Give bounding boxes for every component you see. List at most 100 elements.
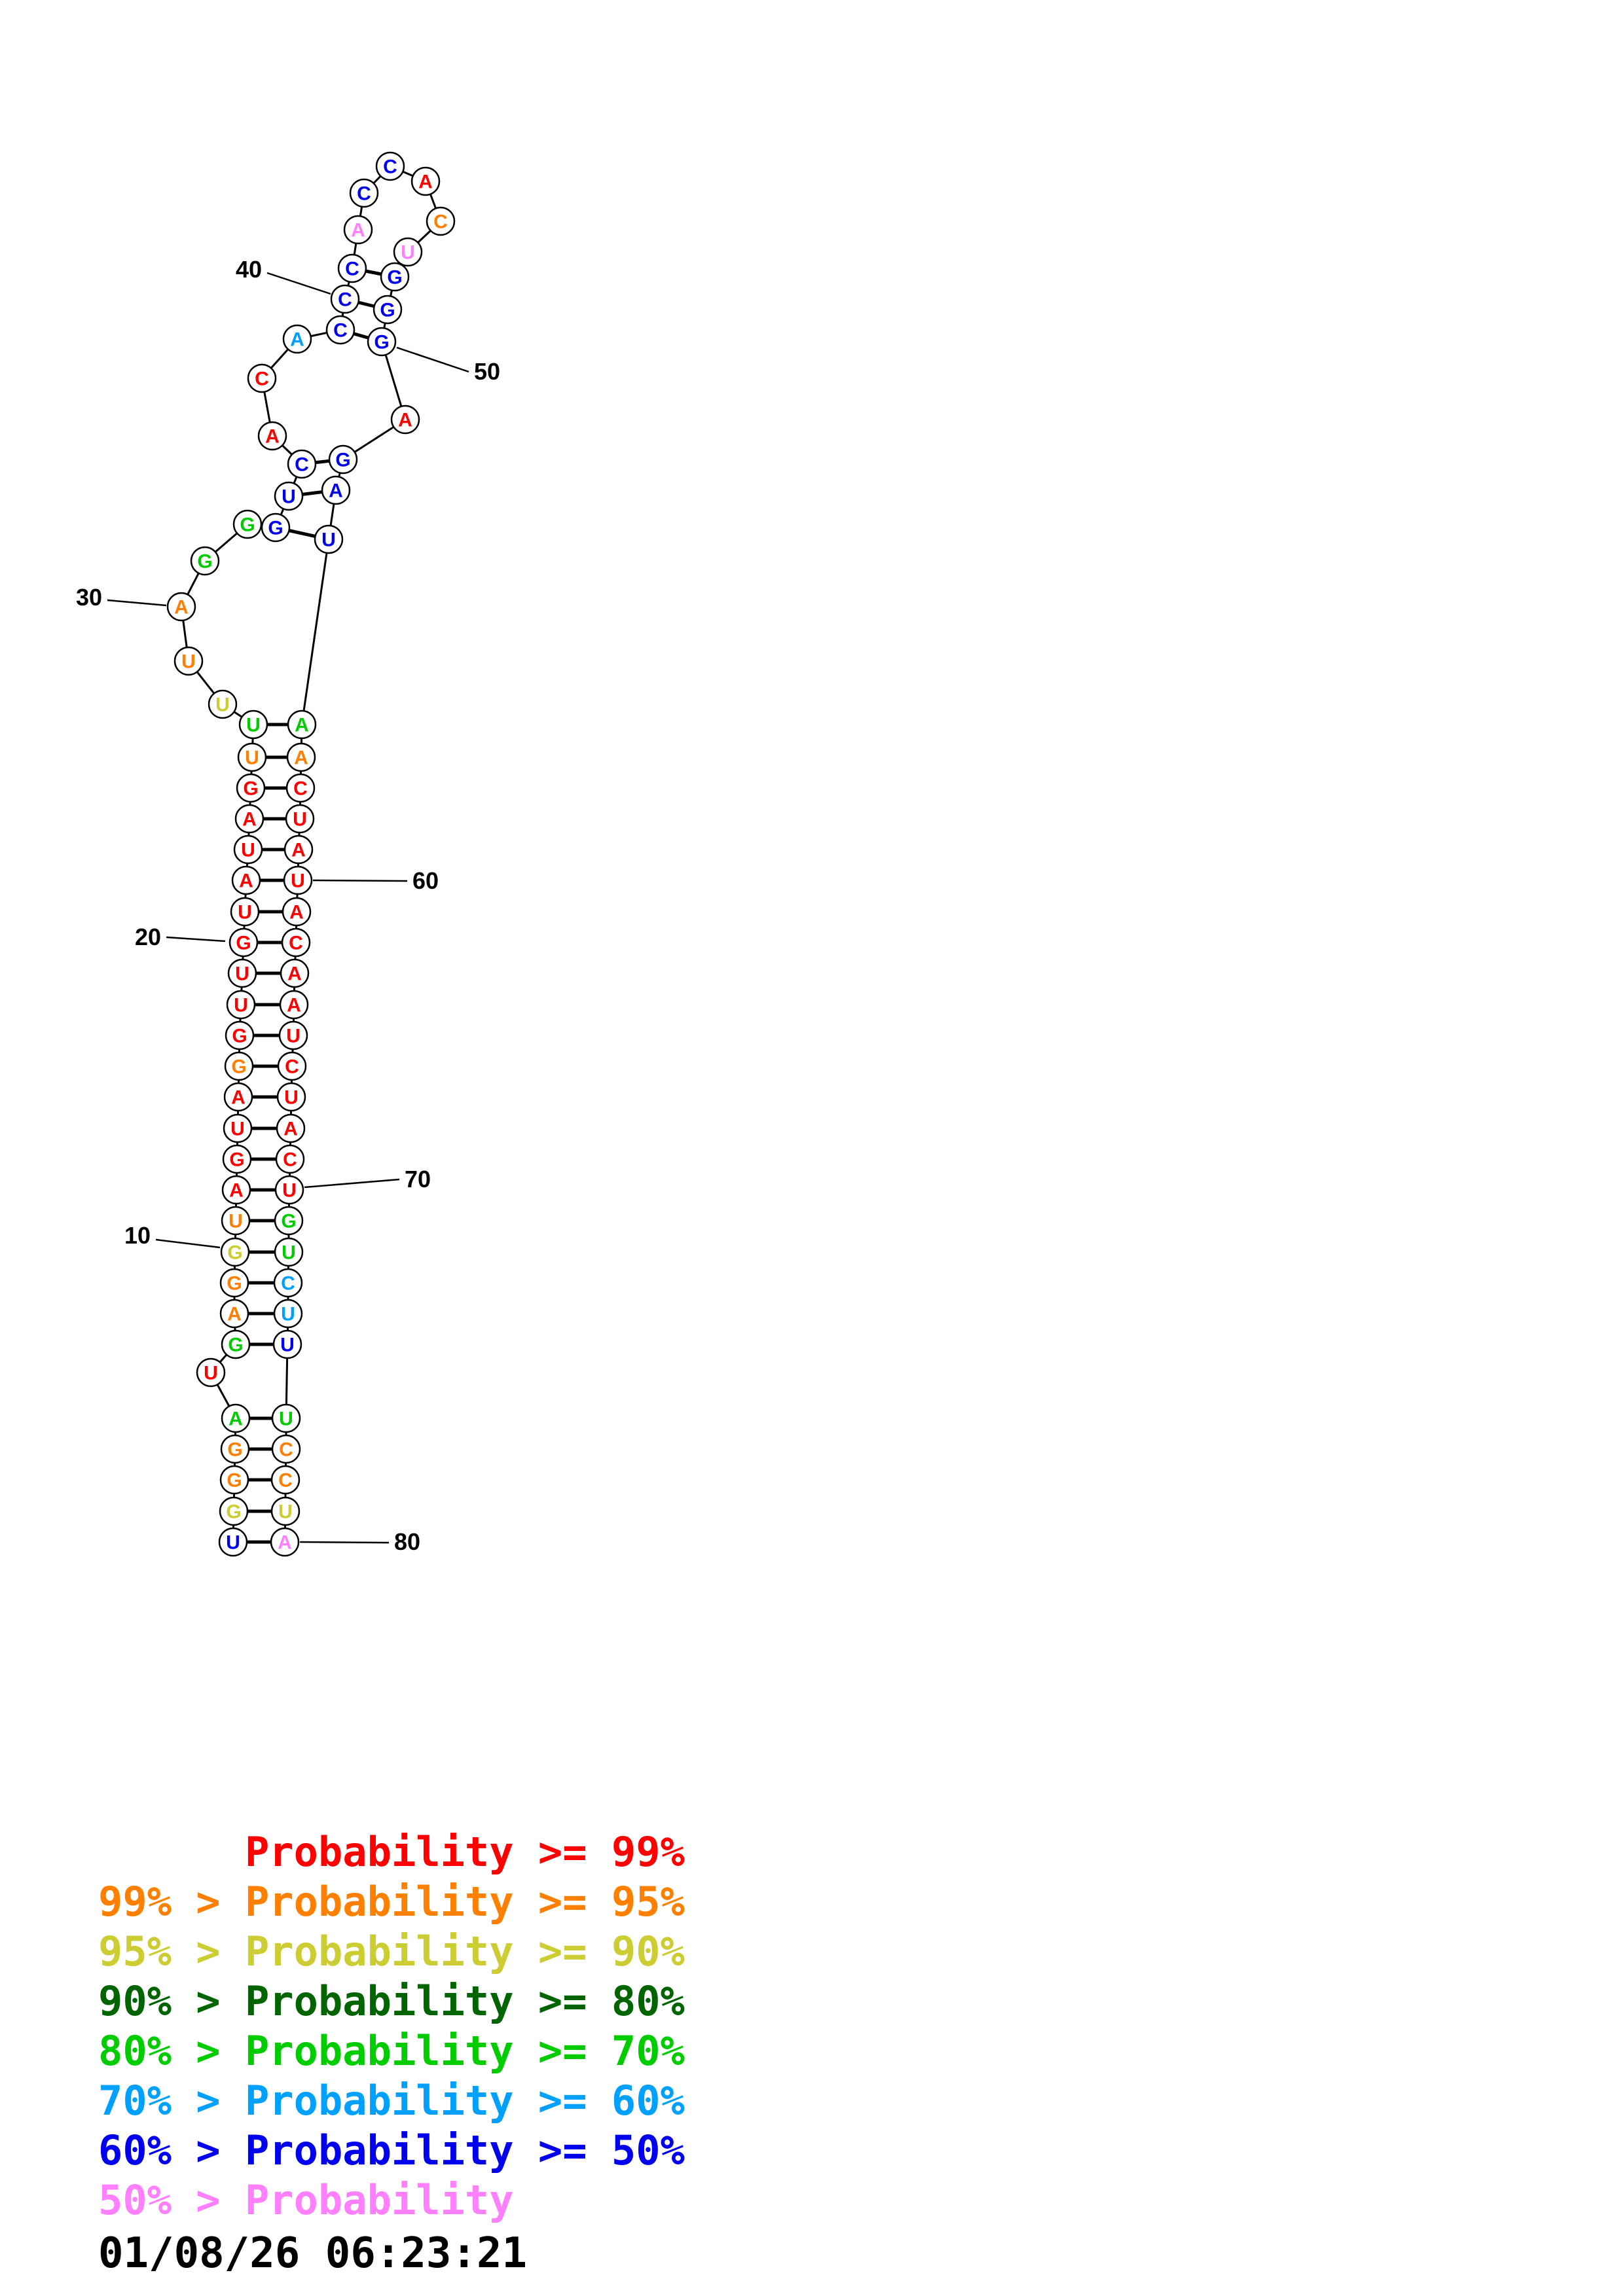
nucleotide-circle [280, 958, 310, 988]
nucleotide-circle [225, 1020, 255, 1050]
position-leader-line [155, 1238, 221, 1249]
nucleotide-circle [328, 444, 358, 475]
position-leader-line [107, 599, 167, 607]
position-leader-line [312, 879, 408, 882]
nucleotide-base: G [387, 267, 402, 289]
nucleotide-circle [349, 178, 379, 208]
nucleotide-base: G [243, 778, 258, 800]
nucleotide-circle [261, 512, 291, 543]
nucleotide-circle [325, 315, 356, 345]
nucleotide-base: G [335, 450, 350, 471]
nucleotide-circle [231, 865, 261, 895]
nucleotide-circle [196, 1357, 226, 1388]
nucleotide-base: G [227, 1242, 242, 1264]
position-leader-line [304, 1178, 400, 1189]
nucleotide-circle [281, 927, 311, 958]
nucleotide-base: G [240, 514, 255, 536]
nucleotide-base: C [338, 289, 352, 311]
nucleotide-circle [276, 1082, 306, 1112]
nucleotide-circle [287, 449, 317, 479]
nucleotide-circle [373, 295, 403, 325]
nucleotide-circle [272, 1329, 302, 1359]
nucleotide-circle [282, 897, 312, 927]
nucleotide-base: A [287, 963, 302, 985]
nucleotide-circle [221, 1175, 251, 1205]
nucleotide-base: A [227, 1304, 242, 1325]
nucleotide-circle [276, 1113, 306, 1143]
nucleotide-circle [219, 1268, 249, 1298]
nucleotide-base: A [228, 1408, 243, 1430]
nucleotide-circle [232, 509, 263, 539]
nucleotide-circle [278, 1020, 308, 1050]
nucleotide-base: A [351, 220, 365, 242]
nucleotide-circle [273, 1299, 303, 1329]
nucleotide-circle [221, 1206, 251, 1236]
nucleotide-circle [222, 1144, 252, 1174]
nucleotide-base: A [283, 1119, 298, 1140]
legend-line: 90% > Probability >= 80% [98, 1977, 685, 2025]
nucleotide-base: A [289, 902, 304, 924]
nucleotide-base: A [329, 480, 343, 502]
nucleotide-base: C [295, 454, 309, 476]
nucleotide-circle [208, 689, 238, 719]
nucleotide-base: U [282, 1242, 296, 1264]
nucleotide-base: G [228, 1335, 243, 1356]
nucleotide-circle [321, 475, 351, 505]
legend-line: 95% > Probability >= 90% [98, 1928, 685, 1975]
nucleotide-circle [228, 927, 259, 958]
nucleotide-base: G [227, 1439, 242, 1461]
nucleotide-circle [221, 1403, 251, 1433]
nucleotide-base: G [232, 1026, 247, 1047]
nucleotide-circle [220, 1237, 250, 1267]
nucleotide-circle [219, 1299, 249, 1329]
nucleotide-base: G [229, 1149, 244, 1171]
nucleotide-circle [218, 1527, 248, 1557]
nucleotide-base: A [229, 1180, 244, 1202]
nucleotide-circle [314, 524, 344, 554]
nucleotide-base: U [230, 1119, 245, 1140]
nucleotide-circle [287, 709, 317, 740]
legend-line: 60% > Probability >= 50% [98, 2126, 685, 2174]
nucleotide-circle [410, 166, 441, 196]
nucleotide-base: G [197, 551, 212, 573]
nucleotide-base: A [231, 1087, 246, 1109]
nucleotide-base: G [236, 933, 251, 954]
position-label: 70 [405, 1166, 431, 1193]
nucleotide-base: A [290, 329, 304, 351]
nucleotide-base: A [287, 995, 301, 1016]
timestamp: 01/08/26 06:23:21 [98, 2229, 528, 2278]
nucleotide-circle [286, 742, 316, 772]
nucleotide-circle [279, 990, 309, 1020]
nucleotide-base: A [295, 715, 309, 736]
nucleotide-base: U [280, 1335, 295, 1356]
position-leader-line [166, 936, 226, 942]
nucleotide-base: C [345, 259, 359, 280]
nucleotide-base: A [418, 171, 433, 193]
nucleotide-circle [274, 1206, 304, 1236]
nucleotide-circle [277, 1051, 307, 1081]
position-leader-line [266, 272, 331, 295]
nucleotide-circle [257, 421, 287, 451]
position-label: 60 [412, 867, 439, 894]
nucleotide-base: C [357, 183, 371, 205]
nucleotide-circle [367, 327, 397, 357]
nucleotide-base: C [255, 368, 269, 390]
nucleotide-base: C [283, 1149, 297, 1171]
nucleotide-base: U [226, 1532, 240, 1554]
nucleotide-base: A [174, 597, 189, 619]
nucleotide-base: U [401, 242, 415, 264]
nucleotide-base: A [294, 747, 308, 769]
nucleotide-base: U [241, 840, 255, 861]
nucleotide-circle [393, 237, 423, 267]
position-label: 50 [474, 358, 500, 385]
nucleotide-base: U [291, 870, 305, 892]
nucleotide-base: C [289, 933, 303, 954]
nucleotide-base: U [293, 809, 307, 831]
position-label: 20 [135, 924, 161, 950]
nucleotide-circle [274, 481, 304, 511]
position-label: 10 [124, 1222, 151, 1249]
nucleotide-circle [219, 1465, 249, 1495]
position-label: 40 [236, 256, 262, 283]
nucleotide-circle [285, 773, 316, 803]
nucleotide-circle [173, 646, 204, 676]
